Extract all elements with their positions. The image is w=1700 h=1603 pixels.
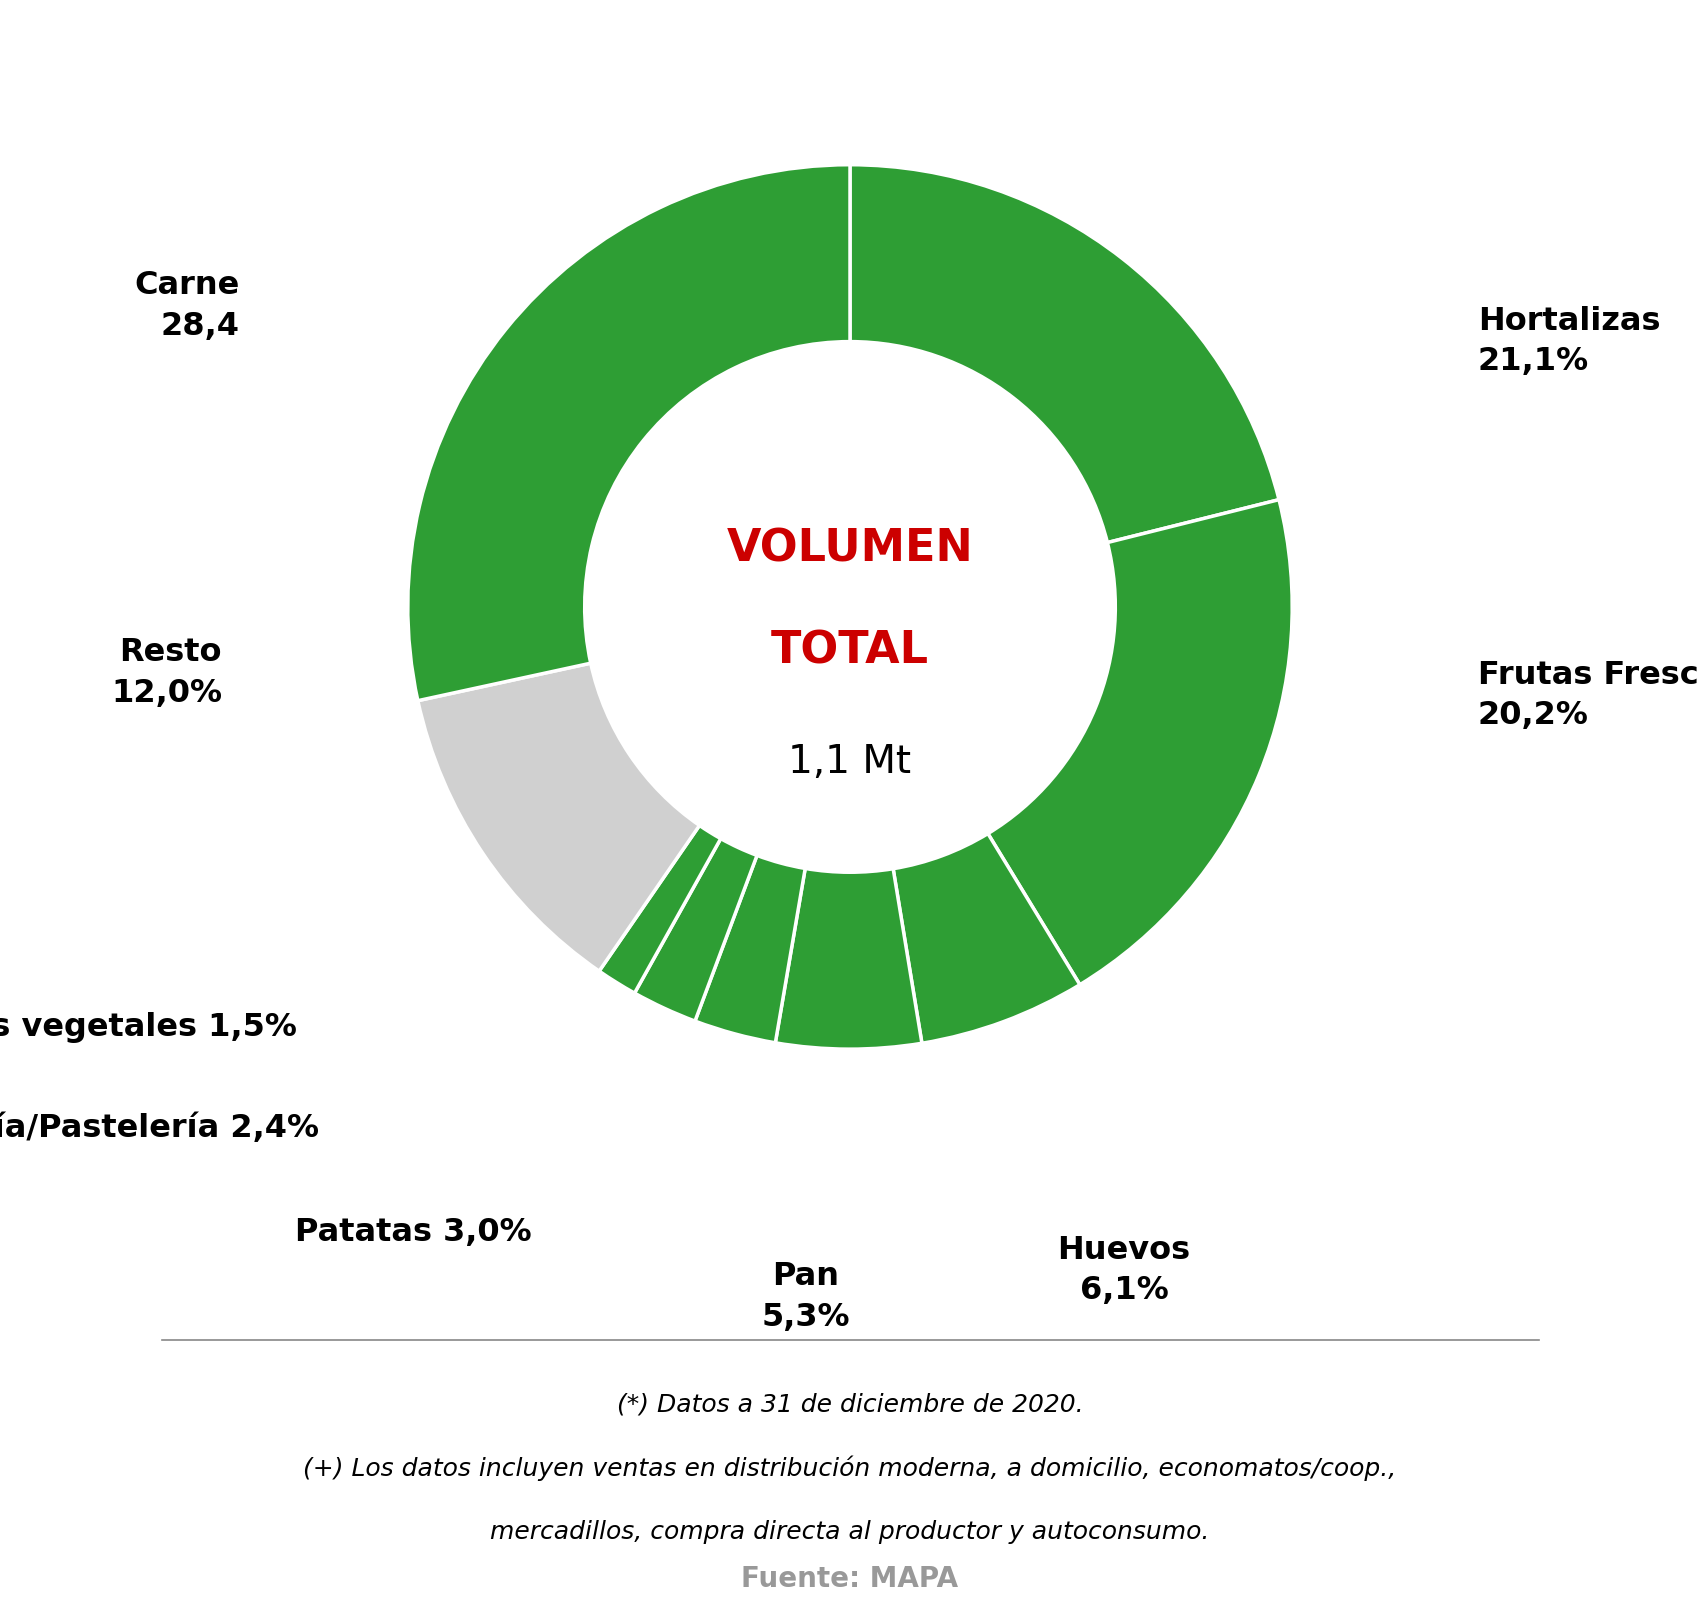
Wedge shape xyxy=(418,664,699,971)
Wedge shape xyxy=(850,165,1278,542)
Wedge shape xyxy=(988,500,1292,984)
Wedge shape xyxy=(598,826,721,994)
Text: VOLUMEN: VOLUMEN xyxy=(726,527,974,571)
Wedge shape xyxy=(634,838,756,1021)
Text: Bebidas vegetales 1,5%: Bebidas vegetales 1,5% xyxy=(0,1011,298,1042)
Text: Carne
28,4: Carne 28,4 xyxy=(134,271,240,341)
Text: (*) Datos a 31 de diciembre de 2020.: (*) Datos a 31 de diciembre de 2020. xyxy=(617,1393,1083,1415)
Text: Bollería/Pastelería 2,4%: Bollería/Pastelería 2,4% xyxy=(0,1112,320,1145)
Wedge shape xyxy=(775,869,921,1048)
Text: Huevos
6,1%: Huevos 6,1% xyxy=(1057,1234,1190,1306)
Text: (+) Los datos incluyen ventas en distribución moderna, a domicilio, economatos/c: (+) Los datos incluyen ventas en distrib… xyxy=(303,1456,1397,1481)
Text: Hortalizas
21,1%: Hortalizas 21,1% xyxy=(1477,306,1661,377)
Text: Resto
12,0%: Resto 12,0% xyxy=(110,638,223,709)
Text: Patatas 3,0%: Patatas 3,0% xyxy=(296,1217,532,1249)
Text: mercadillos, compra directa al productor y autoconsumo.: mercadillos, compra directa al productor… xyxy=(490,1521,1210,1544)
Text: 1,1 Mt: 1,1 Mt xyxy=(789,742,911,781)
Text: Fuente: MAPA: Fuente: MAPA xyxy=(741,1566,959,1593)
Wedge shape xyxy=(892,834,1080,1044)
Text: Frutas Frescas
20,2%: Frutas Frescas 20,2% xyxy=(1477,659,1700,731)
Text: Pan
5,3%: Pan 5,3% xyxy=(762,1262,850,1334)
Text: TOTAL: TOTAL xyxy=(772,630,928,673)
Wedge shape xyxy=(695,856,806,1044)
Wedge shape xyxy=(408,165,850,701)
